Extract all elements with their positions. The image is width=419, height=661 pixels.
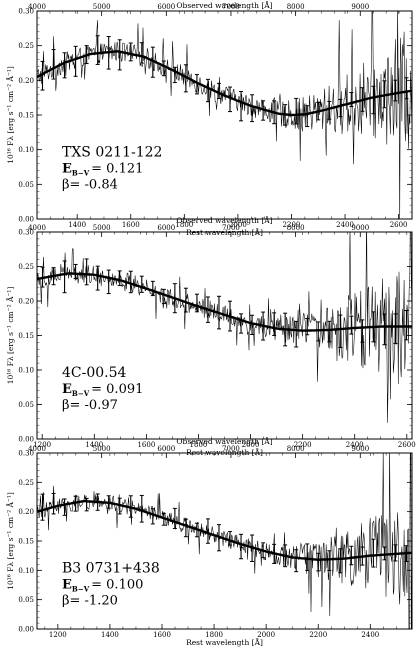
x-tick-label: 2600 bbox=[398, 441, 416, 449]
top-tick-label: 5000 bbox=[93, 224, 111, 232]
y-tick-label: 0.00 bbox=[18, 626, 34, 634]
x-tick-label: 2200 bbox=[294, 441, 312, 449]
x-tick-label: 2400 bbox=[361, 631, 379, 639]
y-tick-label: 0.25 bbox=[18, 42, 34, 50]
top-tick-label: 7000 bbox=[222, 3, 240, 11]
x-tick-label: 2400 bbox=[346, 441, 364, 449]
x-axis-label: Rest wavelength [Å] bbox=[186, 638, 263, 647]
spectrum-panel-2: 1200 1400 1600 1800 2000 2200 2400 2600 4000 5000… bbox=[6, 216, 416, 457]
model-curve bbox=[37, 499, 412, 561]
x-tick-label: 1600 bbox=[153, 631, 171, 639]
model-curve bbox=[37, 272, 412, 332]
top-tick-label: 6000 bbox=[157, 445, 175, 453]
x-tick-label: 2600 bbox=[390, 221, 408, 229]
top-tick-label: 6000 bbox=[157, 224, 175, 232]
y-tick-label: 0.00 bbox=[18, 216, 34, 224]
y-axis-label: 10¹⁶ Fλ [erg s⁻¹ cm⁻² Å⁻¹] bbox=[6, 287, 15, 385]
top-tick-label: 4000 bbox=[28, 224, 46, 232]
top-axis-label: Observed wavelength [Å] bbox=[176, 216, 272, 225]
top-tick-label: 4000 bbox=[28, 445, 46, 453]
x-tick-label: 2000 bbox=[229, 221, 247, 229]
y-tick-label: 0.30 bbox=[18, 229, 34, 237]
spectrum-panel-3: 1200 1400 1600 1800 2000 2200 2400 4000 5000 6000… bbox=[6, 437, 413, 647]
top-tick-label: 5000 bbox=[93, 3, 111, 11]
y-tick-label: 0.20 bbox=[18, 298, 34, 306]
top-tick-label: 8000 bbox=[287, 3, 305, 11]
model-curve bbox=[37, 50, 412, 117]
y-tick-label: 0.20 bbox=[18, 508, 34, 516]
ebv-label: EB−V = 0.091 bbox=[62, 382, 143, 398]
beta-label: β= -0.84 bbox=[62, 178, 118, 193]
x-tick-label: 2000 bbox=[257, 631, 275, 639]
y-tick-label: 0.05 bbox=[18, 181, 34, 189]
x-tick-label: 2000 bbox=[242, 441, 260, 449]
observed-spectrum bbox=[37, 453, 412, 629]
data-layer bbox=[37, 11, 412, 219]
top-tick-label: 9000 bbox=[351, 224, 369, 232]
spectrum-panel-1: 1400 1600 1800 2000 2200 2400 2600 4000 5000 6000… bbox=[6, 1, 413, 237]
top-tick-label: 8000 bbox=[287, 224, 305, 232]
top-tick-label: 8000 bbox=[287, 445, 305, 453]
x-tick-label: 1200 bbox=[33, 441, 51, 449]
top-tick-label: 9000 bbox=[351, 445, 369, 453]
top-tick-label: 7000 bbox=[222, 445, 240, 453]
x-tick-label: 1200 bbox=[49, 631, 67, 639]
x-tick-label: 1400 bbox=[101, 631, 119, 639]
beta-label: β= -1.20 bbox=[62, 594, 118, 609]
y-tick-label: 0.15 bbox=[18, 112, 34, 120]
x-tick-label: 1800 bbox=[190, 441, 208, 449]
data-layer bbox=[37, 453, 412, 629]
ebv-label: EB−V = 0.121 bbox=[62, 162, 143, 178]
beta-label: β= -0.97 bbox=[62, 398, 118, 413]
y-tick-label: 0.00 bbox=[18, 436, 34, 444]
y-tick-label: 0.05 bbox=[18, 401, 34, 409]
top-tick-label: 6000 bbox=[157, 3, 175, 11]
y-tick-label: 0.05 bbox=[18, 596, 34, 604]
x-tick-label: 2400 bbox=[336, 221, 354, 229]
y-axis-label: 10¹⁶ Fλ [erg s⁻¹ cm⁻² Å⁻¹] bbox=[6, 492, 15, 590]
top-axis-label: Observed wavelength [Å] bbox=[176, 437, 272, 446]
top-axis-label: Observed wavelength [Å] bbox=[176, 1, 272, 10]
y-axis-label: 10¹⁶ Fλ [erg s⁻¹ cm⁻² Å⁻¹] bbox=[6, 66, 15, 164]
top-tick-label: 4000 bbox=[28, 3, 46, 11]
x-tick-label: 1800 bbox=[175, 221, 193, 229]
top-tick-label: 5000 bbox=[93, 445, 111, 453]
y-tick-label: 0.10 bbox=[18, 367, 34, 375]
top-tick-label: 9000 bbox=[351, 3, 369, 11]
top-tick-label: 7000 bbox=[222, 224, 240, 232]
observed-spectrum bbox=[37, 11, 412, 219]
x-tick-label: 1400 bbox=[68, 221, 86, 229]
ebv-label: EB−V = 0.100 bbox=[62, 578, 143, 594]
y-tick-label: 0.15 bbox=[18, 538, 34, 546]
object-name: TXS 0211-122 bbox=[62, 145, 162, 161]
y-tick-label: 0.10 bbox=[18, 567, 34, 575]
object-name: 4C-00.54 bbox=[62, 365, 127, 381]
y-tick-label: 0.30 bbox=[18, 450, 34, 458]
y-tick-label: 0.10 bbox=[18, 146, 34, 154]
x-tick-label: 1800 bbox=[205, 631, 223, 639]
object-name: B3 0731+438 bbox=[62, 561, 160, 577]
x-tick-label: 2200 bbox=[309, 631, 327, 639]
x-tick-label: 1600 bbox=[122, 221, 140, 229]
x-tick-label: 2200 bbox=[283, 221, 301, 229]
y-tick-label: 0.15 bbox=[18, 332, 34, 340]
x-tick-label: 1600 bbox=[137, 441, 155, 449]
y-tick-label: 0.30 bbox=[18, 8, 34, 16]
x-tick-label: 1400 bbox=[85, 441, 103, 449]
y-tick-label: 0.20 bbox=[18, 77, 34, 85]
y-tick-label: 0.25 bbox=[18, 263, 34, 271]
data-layer bbox=[37, 232, 412, 423]
y-tick-label: 0.25 bbox=[18, 479, 34, 487]
observed-spectrum bbox=[37, 232, 412, 423]
